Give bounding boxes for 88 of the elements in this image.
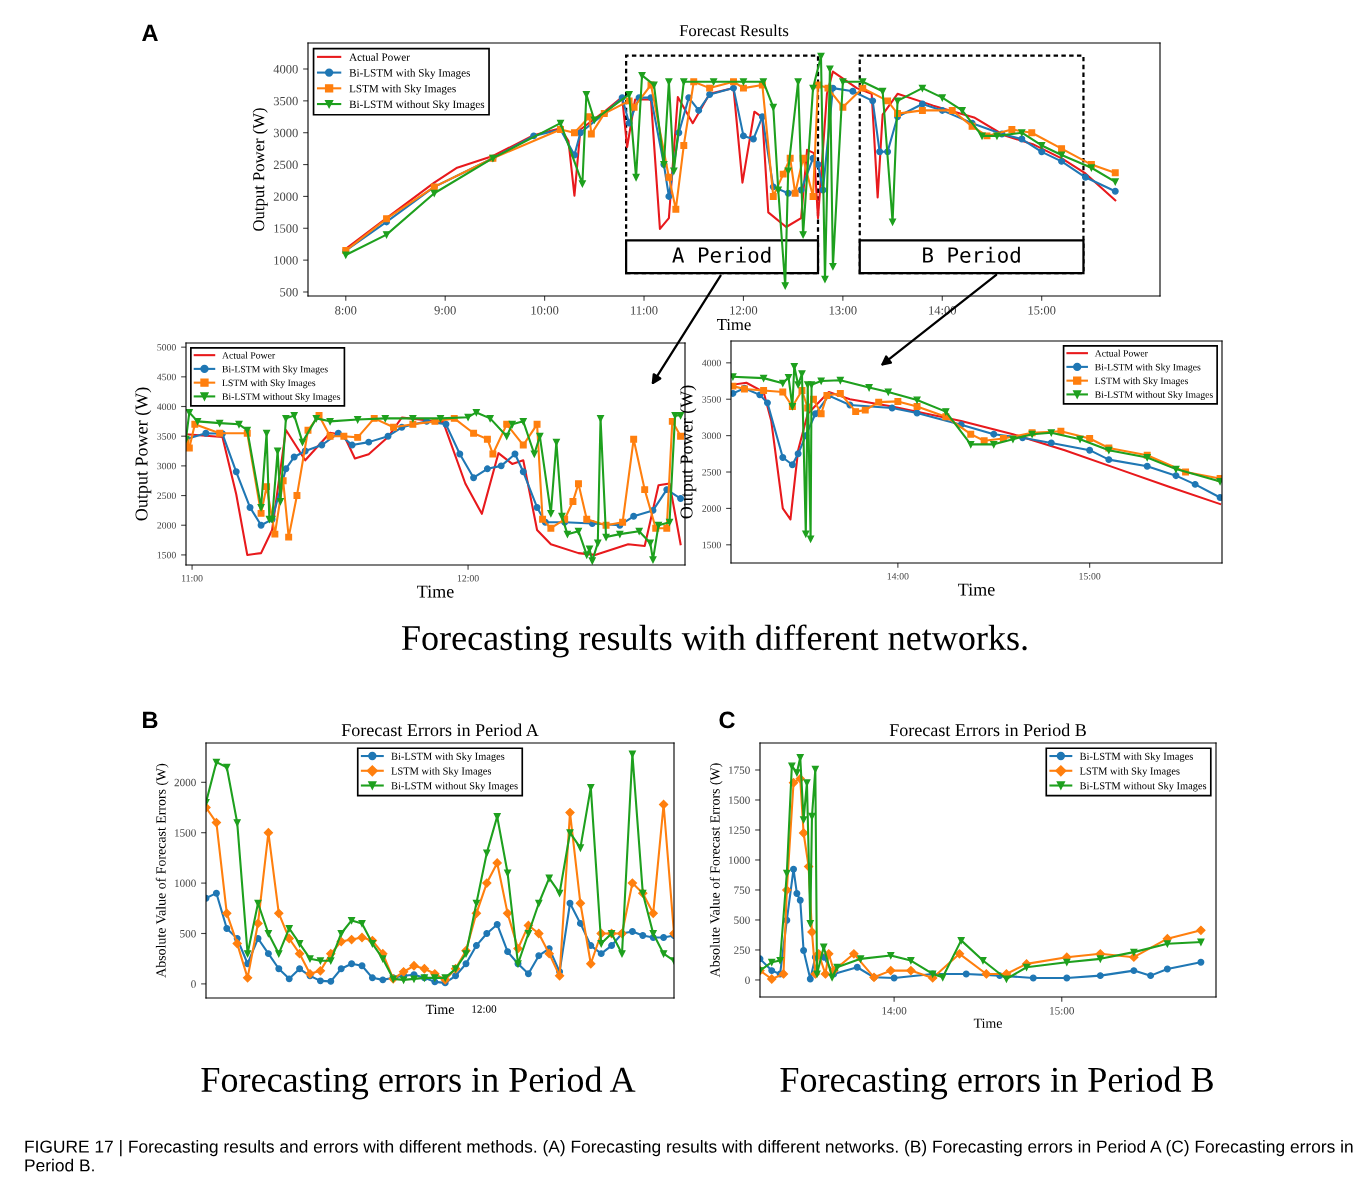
caption: FIGURE 17 | Forecasting results and errors with different methods. (A) Forecasting results with different networks. (B) Forecasting errors in Period A (C) Forecasting errors in Period B.: [25, 1140, 1353, 1172]
x-tick-label: 13:00: [829, 306, 857, 315]
text: Forecasting errors in Period B: [780, 1066, 1213, 1100]
legend-label: Actual Power: [1094, 349, 1148, 357]
x-axis-title: Time: [425, 1004, 454, 1015]
y-tick-label: 4000: [157, 403, 176, 410]
y-tick-label: 3000: [702, 432, 721, 440]
chart-title: Forecast Errors in Period A: [341, 723, 539, 737]
y-axis-title: Output Power (W): [134, 387, 152, 521]
y-axis-title: Output Power (W): [679, 385, 697, 519]
y-tick-label: 2500: [702, 468, 721, 476]
x-tick-label: 8:00: [335, 306, 357, 315]
y-tick-label: 750: [734, 886, 750, 894]
y-tick-label: 250: [734, 946, 750, 954]
y-tick-label: 2000: [174, 778, 196, 787]
y-tick-label: 4000: [702, 359, 721, 367]
legend-label: Actual Power: [349, 53, 410, 61]
y-tick-label: 2500: [273, 160, 298, 170]
x-axis-title: Time: [973, 1018, 1002, 1028]
x-tick-label: 9:00: [434, 306, 456, 315]
y-tick-label: 0: [745, 976, 750, 984]
band-label: A Period: [672, 246, 771, 263]
text: C: [719, 711, 735, 729]
y-tick-label: 500: [280, 288, 298, 297]
y-tick-label: 4500: [157, 373, 176, 381]
y-tick-label: 3000: [157, 462, 176, 470]
y-tick-label: 1000: [274, 256, 298, 265]
y-tick-label: 1750: [729, 766, 750, 774]
legend-label: LSTM with Sky Images: [222, 379, 316, 389]
y-tick-label: 1000: [729, 856, 750, 864]
x-tick-label: 12:00: [730, 306, 758, 315]
y-tick-label: 1000: [175, 879, 196, 888]
y-tick-label: 500: [180, 929, 196, 938]
legend-label: Bi-LSTM without Sky Images: [1094, 391, 1213, 400]
x-tick-label: 15:00: [1079, 573, 1101, 580]
y-tick-label: 1500: [175, 829, 196, 837]
y-tick-label: 2000: [702, 505, 721, 512]
x-tick-label: 11:00: [182, 575, 203, 582]
y-tick-label: 2000: [157, 522, 176, 529]
y-tick-label: 2500: [157, 492, 176, 500]
legend-label: Bi-LSTM with Sky Images: [1094, 363, 1201, 373]
chart-title: Forecast Results: [679, 24, 789, 37]
text: A: [142, 24, 158, 42]
text: Forecasting errors in Period A: [201, 1066, 636, 1100]
x-tick-label: 10:00: [531, 306, 559, 315]
y-axis-title: Absolute Value of Forecast Errors (W): [155, 763, 169, 978]
band-label: B Period: [923, 246, 1020, 263]
y-tick-label: 3000: [273, 128, 298, 138]
y-tick-label: 3500: [157, 433, 176, 440]
y-tick-label: 5000: [157, 344, 176, 351]
chart-title: Forecast Errors in Period B: [889, 723, 1086, 737]
legend-label: LSTM with Sky Images: [1094, 377, 1189, 387]
legend-label: Bi-LSTM with Sky Images: [391, 752, 505, 762]
x-axis-title: Time: [958, 583, 995, 596]
y-tick-label: 1250: [729, 826, 750, 834]
y-tick-label: 3500: [702, 396, 721, 403]
x-axis-title: Time: [717, 318, 751, 331]
x-tick-label: 15:00: [1050, 1007, 1074, 1015]
text: B: [143, 711, 158, 729]
legend-label: Actual Power: [222, 351, 276, 359]
x-tick-label: 11:00: [631, 306, 658, 315]
legend-label: Bi-LSTM without Sky Images: [1079, 781, 1207, 792]
y-tick-label: 4000: [273, 65, 298, 74]
x-axis-title: Time: [417, 585, 454, 598]
text: Forecasting results with different networks.: [401, 624, 1027, 658]
legend-label: Bi-LSTM without Sky Images: [391, 781, 518, 792]
legend-label: LSTM with Sky Images: [349, 84, 456, 95]
legend-label: Bi-LSTM with Sky Images: [222, 365, 328, 375]
legend-label: Bi-LSTM without Sky Images: [349, 100, 485, 111]
y-tick-label: 2000: [273, 192, 298, 201]
x-tick-label: 14:00: [887, 573, 909, 580]
y-tick-label: 1500: [157, 551, 176, 559]
x-tick-label: 12:00: [457, 575, 479, 582]
x-tick-label: 15:00: [1028, 306, 1056, 315]
y-axis-title: Absolute Value of Forecast Errors (W): [709, 763, 723, 978]
y-tick-label: 500: [734, 916, 750, 924]
y-tick-label: 3500: [273, 96, 298, 106]
legend-label: Bi-LSTM with Sky Images: [349, 68, 470, 79]
legend-label: Bi-LSTM without Sky Images: [222, 393, 341, 402]
y-axis-title: Output Power (W): [252, 108, 268, 231]
y-tick-label: 1500: [274, 224, 298, 233]
y-tick-label: 0: [191, 980, 196, 988]
x-tick-label: 14:00: [882, 1007, 907, 1015]
y-tick-label: 1500: [729, 796, 750, 804]
y-tick-label: 1500: [702, 541, 721, 549]
legend-label: LSTM with Sky Images: [391, 767, 492, 777]
legend-label: LSTM with Sky Images: [1079, 767, 1180, 777]
legend-label: Bi-LSTM with Sky Images: [1079, 752, 1193, 762]
